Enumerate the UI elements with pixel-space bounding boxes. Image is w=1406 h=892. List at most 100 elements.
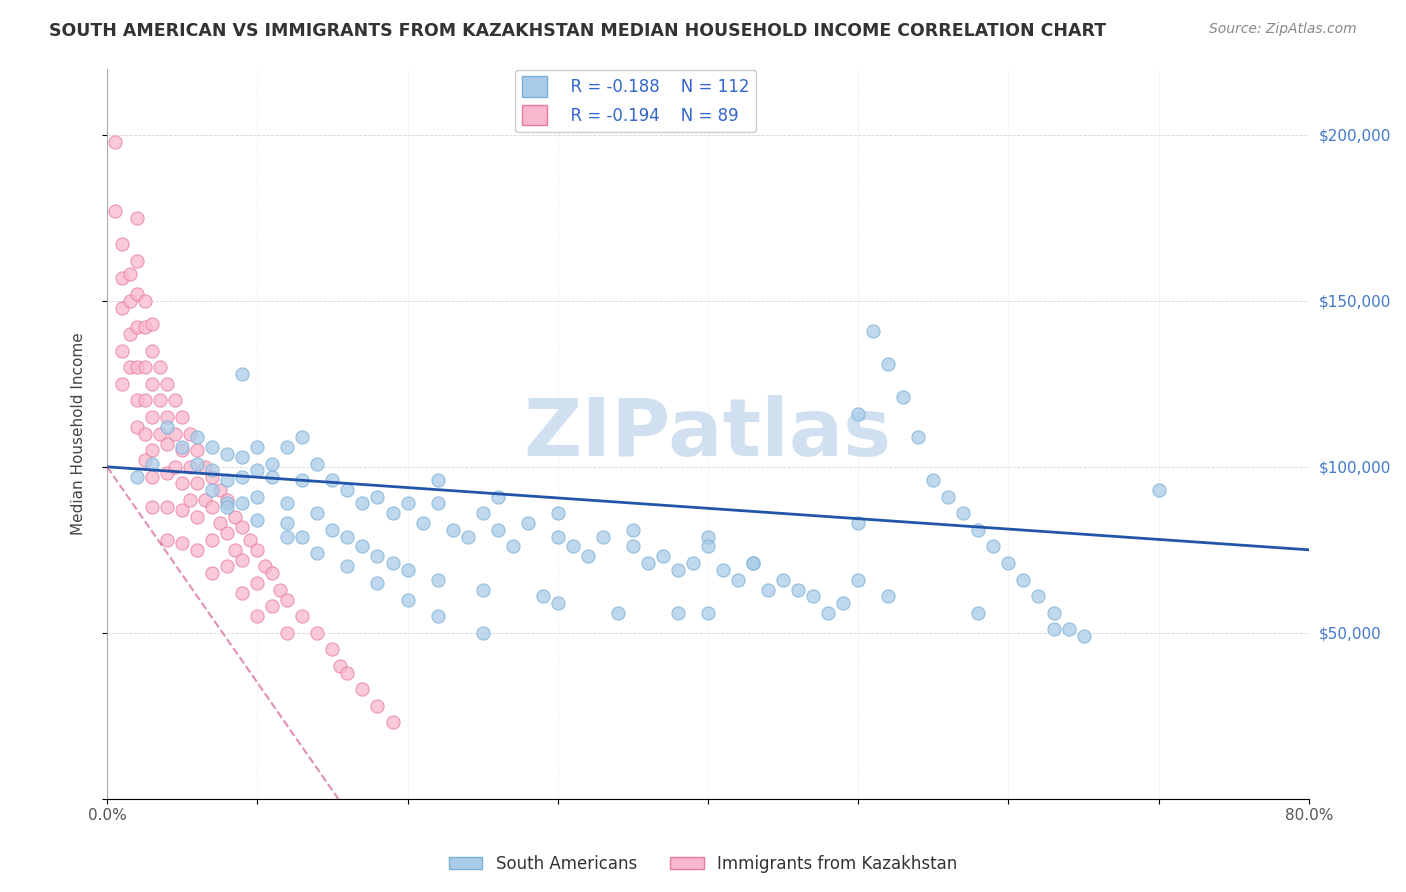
Point xyxy=(111,301,134,315)
Point xyxy=(217,446,239,460)
Point xyxy=(141,500,163,514)
Point xyxy=(471,625,494,640)
Point xyxy=(246,576,269,591)
Point xyxy=(1042,623,1064,637)
Point xyxy=(291,473,314,487)
Point xyxy=(201,470,224,484)
Point xyxy=(134,453,156,467)
Point xyxy=(502,540,524,554)
Point xyxy=(321,473,343,487)
Point xyxy=(194,459,217,474)
Point xyxy=(262,599,284,614)
Point xyxy=(336,483,359,497)
Point xyxy=(516,516,538,531)
Point xyxy=(149,360,172,375)
Point xyxy=(307,546,329,560)
Legend: South Americans, Immigrants from Kazakhstan: South Americans, Immigrants from Kazakhs… xyxy=(443,848,963,880)
Point xyxy=(697,540,720,554)
Point xyxy=(772,573,794,587)
Point xyxy=(1012,573,1035,587)
Point xyxy=(396,592,419,607)
Point xyxy=(967,523,990,537)
Point xyxy=(217,500,239,514)
Point xyxy=(426,496,449,510)
Point xyxy=(922,473,945,487)
Point xyxy=(111,237,134,252)
Point xyxy=(127,470,149,484)
Point xyxy=(711,563,734,577)
Point xyxy=(217,496,239,510)
Point xyxy=(134,293,156,308)
Point xyxy=(246,513,269,527)
Point xyxy=(246,609,269,624)
Point xyxy=(246,463,269,477)
Point xyxy=(486,523,509,537)
Point xyxy=(208,483,231,497)
Point xyxy=(172,440,194,454)
Point xyxy=(201,483,224,497)
Point xyxy=(366,698,388,713)
Point xyxy=(321,642,343,657)
Point xyxy=(149,426,172,441)
Point xyxy=(172,410,194,425)
Point xyxy=(127,393,149,408)
Point xyxy=(231,519,253,533)
Point xyxy=(224,542,246,557)
Point xyxy=(1057,623,1080,637)
Point xyxy=(276,625,298,640)
Y-axis label: Median Household Income: Median Household Income xyxy=(72,332,86,535)
Point xyxy=(471,506,494,520)
Point xyxy=(231,496,253,510)
Point xyxy=(262,566,284,580)
Point xyxy=(682,556,704,570)
Point xyxy=(141,317,163,331)
Point xyxy=(149,393,172,408)
Point xyxy=(118,293,141,308)
Point xyxy=(907,430,929,444)
Point xyxy=(172,443,194,458)
Point xyxy=(396,496,419,510)
Point xyxy=(186,430,208,444)
Point xyxy=(666,563,689,577)
Point xyxy=(208,516,231,531)
Point xyxy=(163,426,186,441)
Point xyxy=(156,410,179,425)
Point xyxy=(127,211,149,225)
Point xyxy=(217,526,239,541)
Point xyxy=(381,556,404,570)
Point xyxy=(307,457,329,471)
Point xyxy=(787,582,810,597)
Point xyxy=(366,576,388,591)
Point xyxy=(118,360,141,375)
Text: SOUTH AMERICAN VS IMMIGRANTS FROM KAZAKHSTAN MEDIAN HOUSEHOLD INCOME CORRELATION: SOUTH AMERICAN VS IMMIGRANTS FROM KAZAKH… xyxy=(49,22,1107,40)
Point xyxy=(163,459,186,474)
Point xyxy=(291,529,314,543)
Point xyxy=(141,343,163,358)
Point xyxy=(336,665,359,680)
Point xyxy=(381,715,404,730)
Point xyxy=(862,324,884,338)
Point xyxy=(217,473,239,487)
Point xyxy=(201,440,224,454)
Point xyxy=(606,606,628,620)
Point xyxy=(276,529,298,543)
Point xyxy=(651,549,673,564)
Point xyxy=(217,493,239,508)
Point xyxy=(471,582,494,597)
Point xyxy=(103,204,125,219)
Point xyxy=(457,529,479,543)
Point xyxy=(127,287,149,301)
Point xyxy=(336,559,359,574)
Point xyxy=(276,592,298,607)
Point xyxy=(742,556,765,570)
Point xyxy=(163,393,186,408)
Point xyxy=(846,516,869,531)
Point xyxy=(352,682,374,697)
Point xyxy=(201,533,224,547)
Point xyxy=(156,376,179,391)
Point xyxy=(727,573,749,587)
Point xyxy=(172,503,194,517)
Point xyxy=(111,376,134,391)
Point xyxy=(269,582,291,597)
Point xyxy=(186,457,208,471)
